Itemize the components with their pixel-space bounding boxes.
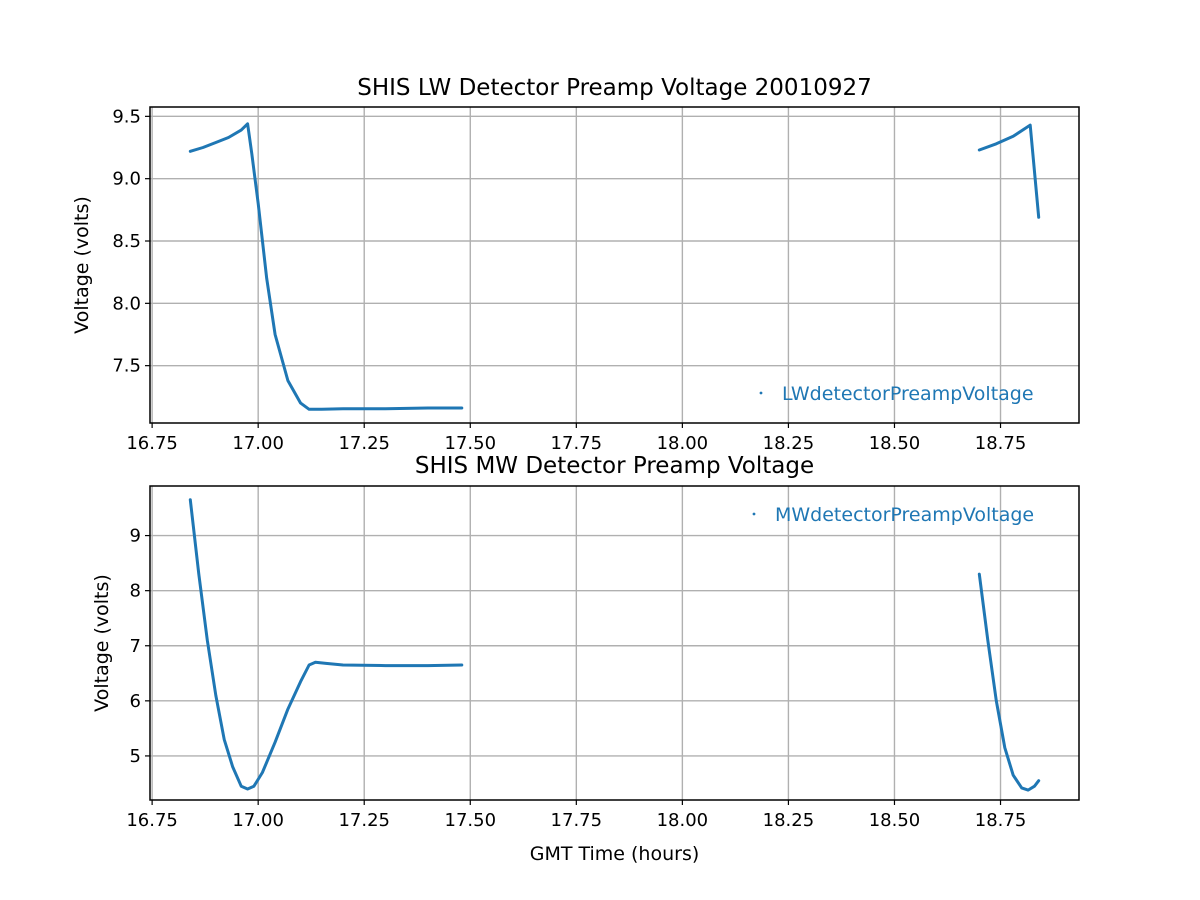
lw-x-tick-label: 18.25 bbox=[763, 433, 815, 454]
lw-plot-frame bbox=[149, 106, 1080, 424]
lw-legend-marker bbox=[759, 391, 763, 395]
mw-legend-marker bbox=[752, 512, 756, 516]
mw-y-tick-label: 6 bbox=[130, 691, 141, 712]
lw-y-axis-label: Voltage (volts) bbox=[71, 196, 93, 334]
mw-x-tick-label: 17.25 bbox=[338, 810, 390, 831]
mw-y-tick-label: 9 bbox=[130, 526, 141, 547]
lw-voltage-chart: 16.75 17.00 17.25 17.50 17.75 18.00 18.25 18.50… bbox=[71, 75, 1080, 454]
lw-x-tick-label: 18.50 bbox=[869, 433, 921, 454]
mw-x-axis-label: GMT Time (hours) bbox=[530, 843, 700, 865]
mw-x-tick-label: 16.75 bbox=[126, 810, 178, 831]
mw-x-tick-label: 18.00 bbox=[657, 810, 709, 831]
lw-y-tick-label: 8.0 bbox=[112, 293, 141, 314]
mw-series-segment-1 bbox=[188, 498, 464, 791]
mw-series-segment-2 bbox=[977, 572, 1041, 792]
lw-legend: LWdetectorPreampVoltage bbox=[759, 383, 1034, 405]
lw-ticks: 16.75 17.00 17.25 17.50 17.75 18.00 18.25 18.50… bbox=[112, 106, 1026, 454]
mw-x-tick-label: 17.50 bbox=[445, 810, 497, 831]
lw-data-lines bbox=[188, 122, 1041, 411]
mw-data-lines bbox=[188, 498, 1041, 792]
lw-x-tick-label: 17.25 bbox=[338, 433, 390, 454]
mw-y-tick-label: 5 bbox=[130, 746, 141, 767]
lw-series-segment-2 bbox=[977, 123, 1041, 219]
mw-grid bbox=[150, 486, 1079, 800]
mw-x-tick-label: 17.00 bbox=[232, 810, 284, 831]
lw-x-tick-label: 17.75 bbox=[551, 433, 603, 454]
lw-series-segment-1 bbox=[188, 122, 464, 411]
mw-x-tick-label: 17.75 bbox=[551, 810, 603, 831]
lw-x-tick-label: 18.75 bbox=[975, 433, 1027, 454]
mw-y-tick-label: 7 bbox=[130, 636, 141, 657]
mw-chart-title: SHIS MW Detector Preamp Voltage bbox=[415, 453, 814, 479]
mw-plot-frame bbox=[149, 485, 1080, 801]
mw-y-tick-label: 8 bbox=[130, 581, 141, 602]
lw-y-tick-label: 9.5 bbox=[112, 106, 141, 127]
lw-y-tick-label: 8.5 bbox=[112, 231, 141, 252]
lw-x-tick-label: 16.75 bbox=[126, 433, 178, 454]
lw-x-tick-label: 17.00 bbox=[232, 433, 284, 454]
lw-grid bbox=[150, 107, 1079, 423]
mw-ticks: 16.75 17.00 17.25 17.50 17.75 18.00 18.25 18.50… bbox=[126, 526, 1026, 831]
mw-y-axis-label: Voltage (volts) bbox=[91, 574, 113, 712]
mw-legend-label: MWdetectorPreampVoltage bbox=[775, 504, 1034, 526]
mw-legend: MWdetectorPreampVoltage bbox=[752, 504, 1034, 526]
lw-x-tick-label: 18.00 bbox=[657, 433, 709, 454]
lw-legend-label: LWdetectorPreampVoltage bbox=[782, 383, 1034, 405]
mw-x-tick-label: 18.25 bbox=[763, 810, 815, 831]
lw-x-tick-label: 17.50 bbox=[445, 433, 497, 454]
lw-chart-title: SHIS LW Detector Preamp Voltage 20010927 bbox=[357, 75, 872, 101]
mw-x-tick-label: 18.75 bbox=[975, 810, 1027, 831]
mw-voltage-chart: 16.75 17.00 17.25 17.50 17.75 18.00 18.25 18.50… bbox=[91, 453, 1080, 865]
lw-y-tick-label: 7.5 bbox=[112, 356, 141, 377]
mw-x-tick-label: 18.50 bbox=[869, 810, 921, 831]
lw-y-tick-label: 9.0 bbox=[112, 169, 141, 190]
